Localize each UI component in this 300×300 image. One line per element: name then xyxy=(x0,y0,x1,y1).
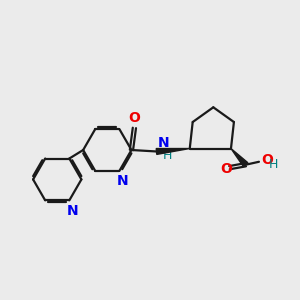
Text: O: O xyxy=(128,111,140,125)
Text: H: H xyxy=(163,148,172,161)
Text: N: N xyxy=(158,136,170,150)
Polygon shape xyxy=(231,148,248,167)
Text: H: H xyxy=(269,158,278,171)
Text: O: O xyxy=(220,162,232,176)
Text: O: O xyxy=(261,153,273,167)
Polygon shape xyxy=(156,148,190,154)
Text: N: N xyxy=(67,204,79,218)
Text: N: N xyxy=(117,174,129,188)
